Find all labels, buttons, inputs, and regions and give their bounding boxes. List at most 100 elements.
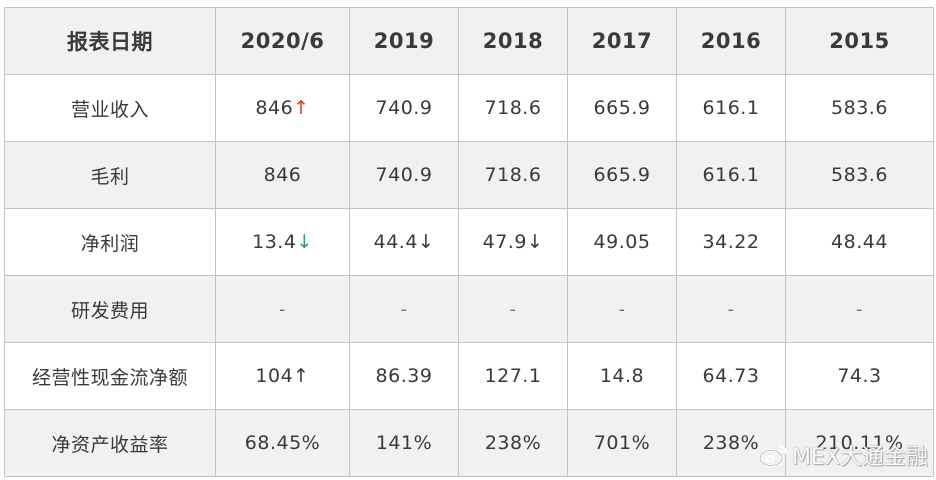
table-cell: 47.9↓ <box>458 208 568 276</box>
cell-value: 718.6 <box>484 164 542 186</box>
table-cell: - <box>785 275 934 343</box>
arrow-down-icon: ↓ <box>417 231 435 253</box>
cell-value: 583.6 <box>831 97 888 119</box>
header-report-date: 报表日期 <box>4 7 216 75</box>
table-cell: 238% <box>458 409 568 477</box>
table-cell: 701% <box>567 409 677 477</box>
row-label: 净利润 <box>4 208 216 276</box>
cell-value: 616.1 <box>702 164 760 186</box>
table-cell: 583.6 <box>785 141 934 209</box>
financial-table: 报表日期 2020/6 2019 2018 2017 2016 2015 营业收… <box>4 7 934 477</box>
table-cell: 210.11% <box>785 409 934 477</box>
arrow-down-icon: ↓ <box>296 231 313 253</box>
weibo-icon <box>758 443 788 467</box>
table-row: 净利润 13.4↓ 44.4↓ 47.9↓ 49.05 34.22 48.44 <box>4 208 934 276</box>
header-year: 2016 <box>676 7 786 75</box>
cell-value: 210.11% <box>815 432 904 454</box>
table-cell: - <box>676 275 786 343</box>
header-year: 2015 <box>785 7 934 75</box>
cell-value: 238% <box>484 432 542 454</box>
cell-value: 74.3 <box>837 365 882 387</box>
table-cell: 583.6 <box>785 74 934 142</box>
arrow-up-icon: ↑ <box>293 365 310 387</box>
cell-value: 47.9 <box>482 231 527 253</box>
table-cell: 718.6 <box>458 141 568 209</box>
cell-value: 616.1 <box>702 97 760 119</box>
cell-value: 701% <box>593 432 651 454</box>
table-row: 研发费用 - - - - - - <box>4 275 934 343</box>
row-label: 营业收入 <box>4 74 216 142</box>
table-cell: 718.6 <box>458 74 568 142</box>
cell-value: 48.44 <box>831 231 888 253</box>
header-year: 2018 <box>458 7 568 75</box>
table-row: 经营性现金流净额 104↑ 86.39 127.1 14.8 64.73 74.3 <box>4 342 934 410</box>
table-row: 营业收入 846↑ 740.9 718.6 665.9 616.1 583.6 <box>4 74 934 142</box>
row-label: 毛利 <box>4 141 216 209</box>
table-cell: 740.9 <box>349 141 459 209</box>
cell-value: 141% <box>375 432 433 454</box>
table-cell: 141% <box>349 409 459 477</box>
table-cell: 14.8 <box>567 342 677 410</box>
table-cell: 49.05 <box>567 208 677 276</box>
cell-value: - <box>727 299 735 320</box>
watermark-text: MEX大通金融 <box>792 445 928 470</box>
cell-value: 68.45% <box>244 432 321 454</box>
table-cell: 68.45% <box>215 409 350 477</box>
table-row: 毛利 846 740.9 718.6 665.9 616.1 583.6 <box>4 141 934 209</box>
table-cell: - <box>349 275 459 343</box>
table-cell: 846 <box>215 141 350 209</box>
table-cell: 846↑ <box>215 74 350 142</box>
cell-value: 34.22 <box>702 231 760 253</box>
watermark: MEX大通金融 <box>758 439 928 471</box>
table-cell: 616.1 <box>676 141 786 209</box>
table-cell: - <box>215 275 350 343</box>
header-year: 2019 <box>349 7 459 75</box>
cell-value: 238% <box>702 432 760 454</box>
cell-value: 49.05 <box>593 231 651 253</box>
table-row: 净资产收益率 68.45% 141% 238% 701% 238% 210.11% <box>4 409 934 477</box>
cell-value: 740.9 <box>375 97 433 119</box>
row-label: 净资产收益率 <box>4 409 216 477</box>
cell-value: 14.8 <box>599 365 645 387</box>
cell-value: 740.9 <box>375 164 433 186</box>
table-cell: 665.9 <box>567 74 677 142</box>
cell-value: 104 <box>255 365 294 387</box>
table-cell: 616.1 <box>676 74 786 142</box>
cell-value: 64.73 <box>702 365 760 387</box>
header-year: 2020/6 <box>215 7 350 75</box>
table-cell: 13.4↓ <box>215 208 350 276</box>
cell-value: - <box>509 299 517 320</box>
cell-value: 86.39 <box>375 365 433 387</box>
table-cell: - <box>458 275 568 343</box>
cell-value: - <box>279 299 286 320</box>
table-cell: 86.39 <box>349 342 459 410</box>
table-cell: 48.44 <box>785 208 934 276</box>
table-cell: 665.9 <box>567 141 677 209</box>
cell-value: 718.6 <box>484 97 542 119</box>
cell-value: 13.4 <box>252 231 297 253</box>
cell-value: - <box>856 299 863 320</box>
table-cell: 127.1 <box>458 342 568 410</box>
header-year: 2017 <box>567 7 677 75</box>
cell-value: 127.1 <box>484 365 542 387</box>
arrow-up-icon: ↑ <box>293 97 310 119</box>
table-cell: 44.4↓ <box>349 208 459 276</box>
table-cell: 34.22 <box>676 208 786 276</box>
cell-value: 846 <box>263 164 302 186</box>
cell-value: 846 <box>255 97 294 119</box>
cell-value: 665.9 <box>593 164 651 186</box>
row-label: 研发费用 <box>4 275 216 343</box>
table-cell: 104↑ <box>215 342 350 410</box>
cell-value: - <box>400 299 408 320</box>
cell-value: 665.9 <box>593 97 651 119</box>
table-cell: 740.9 <box>349 74 459 142</box>
table-cell: 74.3 <box>785 342 934 410</box>
table-cell: - <box>567 275 677 343</box>
header-row: 报表日期 2020/6 2019 2018 2017 2016 2015 <box>4 7 934 75</box>
table-cell: 64.73 <box>676 342 786 410</box>
cell-value: - <box>618 299 626 320</box>
table-body: 营业收入 846↑ 740.9 718.6 665.9 616.1 583.6 毛利 846 74… <box>4 74 934 477</box>
cell-value: 44.4 <box>373 231 418 253</box>
arrow-down-icon: ↓ <box>526 231 544 253</box>
row-label: 经营性现金流净额 <box>4 342 216 410</box>
